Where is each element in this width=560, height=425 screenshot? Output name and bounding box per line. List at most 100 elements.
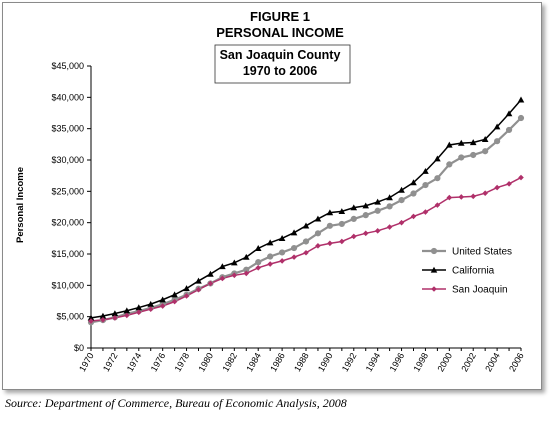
- y-tick-label: $25,000: [51, 186, 84, 196]
- x-tick-label: 1974: [125, 351, 144, 373]
- data-point: [458, 194, 465, 200]
- data-point: [374, 228, 381, 234]
- source-note: Source: Department of Commerce, Bureau o…: [5, 396, 347, 410]
- y-axis: $0 $5,000 $10,000 $15,000 $20,000 $25,000 $30,…: [51, 61, 92, 353]
- series-markers: [87, 96, 525, 326]
- data-point: [434, 202, 441, 208]
- data-point: [255, 264, 262, 271]
- figure-subtitle-line1: San Joaquin County: [219, 48, 341, 62]
- data-point: [458, 154, 465, 161]
- data-point: [207, 280, 214, 287]
- data-point: [135, 304, 143, 311]
- data-point: [326, 222, 333, 229]
- legend-item: California: [422, 266, 495, 277]
- data-point: [279, 258, 285, 264]
- y-tick-label: $45,000: [51, 61, 84, 71]
- data-point: [493, 123, 501, 130]
- data-point: [254, 245, 262, 251]
- x-tick-label: 2006: [507, 351, 526, 373]
- data-point: [446, 141, 453, 148]
- x-tick-label: 2004: [483, 351, 502, 373]
- data-point: [242, 253, 250, 260]
- data-point: [314, 230, 322, 237]
- data-point: [243, 270, 250, 277]
- data-point: [231, 259, 238, 266]
- subtitle-box: [214, 44, 351, 84]
- data-point: [159, 296, 166, 303]
- x-axis: 1970 1972 1974 1976 1978 1980 1982 1984 1986 1988…: [77, 347, 526, 373]
- data-point: [267, 261, 273, 267]
- x-tick-label: 1970: [77, 351, 96, 373]
- data-point: [315, 243, 321, 249]
- data-point: [338, 220, 345, 228]
- data-point: [374, 198, 381, 205]
- data-point: [279, 249, 286, 256]
- data-point: [494, 184, 500, 191]
- data-point: [278, 235, 286, 241]
- data-point: [207, 270, 214, 277]
- data-point: [517, 114, 525, 122]
- data-point: [350, 215, 357, 223]
- data-point: [266, 239, 274, 246]
- data-point: [362, 212, 369, 219]
- data-point: [505, 110, 513, 117]
- legend-marker: [431, 286, 437, 292]
- x-tick-label: 2000: [435, 351, 454, 373]
- subtitle-box-border: [214, 44, 351, 84]
- data-point: [517, 96, 525, 103]
- y-tick-label: $5,000: [56, 312, 84, 322]
- data-point: [99, 312, 107, 319]
- y-tick-label: $10,000: [51, 280, 84, 290]
- data-point: [505, 126, 513, 134]
- x-tick-label: 1990: [316, 351, 335, 373]
- data-point: [350, 204, 358, 211]
- x-tick-label: 1976: [149, 351, 168, 373]
- data-point: [386, 224, 393, 230]
- data-point: [481, 136, 489, 142]
- data-point: [87, 314, 95, 321]
- data-point: [219, 263, 226, 270]
- data-point: [398, 186, 405, 193]
- data-point: [422, 181, 429, 189]
- data-point: [362, 202, 370, 209]
- x-tick-label: 1998: [412, 351, 431, 373]
- data-point: [469, 139, 477, 146]
- legend-item: San Joaquin: [422, 285, 508, 296]
- figure-subtitle-line2: 1970 to 2006: [242, 64, 318, 78]
- data-point: [374, 207, 381, 214]
- x-tick-label: 1988: [292, 351, 311, 373]
- series-markers-san-joaquin: [88, 174, 524, 324]
- data-point: [482, 190, 488, 197]
- y-tick-label: $35,000: [51, 124, 84, 134]
- legend-item: United States: [422, 247, 512, 258]
- data-point: [314, 215, 322, 222]
- x-tick-label: 1986: [268, 351, 287, 373]
- figure-title: PERSONAL INCOME: [216, 25, 344, 40]
- data-point: [290, 229, 298, 236]
- y-tick-label: $30,000: [51, 155, 84, 165]
- data-point: [482, 148, 489, 155]
- x-tick-label: 1972: [101, 351, 120, 373]
- data-point: [327, 240, 333, 247]
- y-tick-label: $15,000: [51, 249, 84, 259]
- data-point: [135, 309, 142, 316]
- data-point: [422, 209, 429, 215]
- data-point: [195, 286, 202, 293]
- data-point: [123, 307, 131, 314]
- series-markers-california: [87, 96, 525, 321]
- x-tick-label: 1984: [244, 351, 263, 373]
- data-point: [171, 291, 178, 298]
- data-point: [183, 293, 190, 299]
- data-point: [147, 300, 155, 307]
- data-point: [267, 253, 274, 260]
- legend: United States California San Joaquin: [412, 238, 522, 300]
- data-point: [457, 139, 465, 146]
- legend-label: California: [452, 266, 495, 277]
- data-point: [326, 209, 334, 216]
- data-point: [350, 233, 357, 240]
- data-point: [255, 259, 262, 266]
- data-point: [362, 230, 369, 237]
- data-point: [470, 151, 477, 159]
- x-tick-label: 1992: [340, 351, 359, 373]
- legend-marker: [430, 266, 438, 273]
